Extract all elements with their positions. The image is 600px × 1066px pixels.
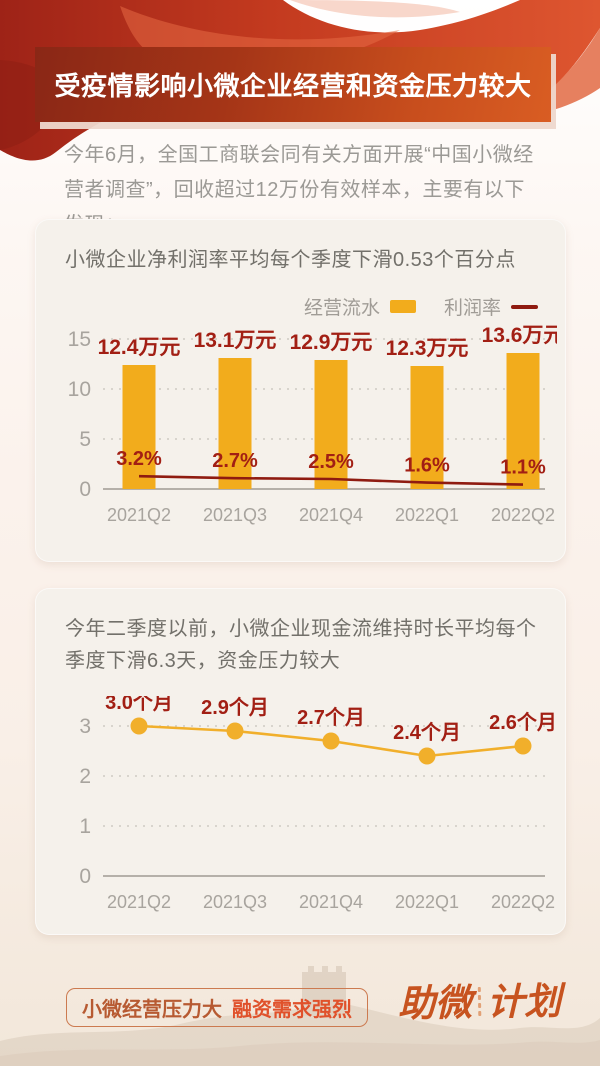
chart-legend: 经营流水 利润率 [304,293,538,320]
y-tick-label: 3 [79,715,91,738]
footer-slogan-left: 小微经营压力大 [82,999,222,1021]
legend-revenue-label: 经营流水 [303,298,380,319]
legend-item-revenue: 经营流水 [304,293,416,320]
x-tick-label: 2021Q4 [299,892,363,912]
y-tick-label: 0 [79,478,91,501]
point-value-label: 3.0个月 [105,696,173,714]
x-tick-label: 2021Q2 [107,892,171,912]
cashflow-point [322,732,340,750]
y-tick-label: 10 [68,378,91,401]
x-tick-label: 2022Q2 [491,892,555,912]
cashflow-point [130,717,148,735]
y-tick-label: 15 [68,328,91,351]
x-tick-label: 2022Q1 [395,505,459,525]
point-value-label: 2.7个月 [297,706,365,729]
footer-slogan-right: 融资需求强烈 [232,999,352,1021]
revenue-bar [506,353,540,489]
bar-value-label: 12.3万元 [386,337,469,360]
line-value-label: 2.5% [308,451,354,473]
zhuwei-plan-logo: 助微 计划 [398,971,562,1028]
x-tick-label: 2022Q1 [395,892,459,912]
legend-profit-label: 利润率 [443,298,501,319]
logo-text-1: 助微 [397,980,473,1026]
revenue-bar [122,365,156,489]
revenue-swatch-icon [389,300,416,313]
profit-line-swatch-icon [511,304,538,309]
point-value-label: 2.9个月 [201,696,269,719]
profit-chart-card: 小微企业净利润率平均每个季度下滑0.53个百分点 经营流水 利润率 15 10 5 0… [35,219,566,562]
banner-title: 受疫情影响小微企业经营和资金压力较大 [35,47,551,122]
y-tick-label: 0 [79,865,91,888]
cashflow-chart-card: 今年二季度以前，小微企业现金流维持时长平均每个季度下滑6.3天，资金压力较大 3… [35,588,566,935]
cashflow-chart-title: 今年二季度以前，小微企业现金流维持时长平均每个季度下滑6.3天，资金压力较大 [65,618,537,673]
profit-rate-line [138,474,524,486]
logo-seal-marks-icon [477,982,482,1016]
bar-value-label: 12.4万元 [98,336,181,359]
revenue-bar [410,366,444,489]
profit-chart-title: 小微企业净利润率平均每个季度下滑0.53个百分点 [65,249,516,271]
point-value-label: 2.4个月 [393,721,461,744]
y-tick-label: 1 [79,815,91,838]
banner-title-text: 受疫情影响小微企业经营和资金压力较大 [54,71,532,101]
bar-value-label: 13.6万元 [482,324,557,347]
cashflow-point [226,722,244,740]
logo-text-2: 计划 [486,978,562,1024]
point-value-label: 2.6个月 [489,711,557,734]
bar-value-label: 12.9万元 [290,331,373,354]
cashflow-line-chart: 3 2 1 0 2021Q2 2021Q3 2021Q4 2022Q1 2022Q2 3.0个月 2… [79,696,557,912]
revenue-bar [314,360,348,489]
x-tick-label: 2021Q3 [203,505,267,525]
x-tick-label: 2021Q3 [203,892,267,912]
x-tick-label: 2022Q2 [491,505,555,525]
line-value-label: 1.1% [500,457,546,479]
line-value-label: 2.7% [212,450,258,472]
bar-value-label: 13.1万元 [194,329,277,352]
x-tick-label: 2021Q4 [299,505,363,525]
cashflow-point [418,747,436,765]
footer-slogan-pill: 小微经营压力大 融资需求强烈 [66,988,368,1027]
y-tick-label: 2 [79,765,91,788]
revenue-bar [218,358,252,489]
y-tick-label: 5 [79,428,91,451]
bar-line-chart: 15 10 5 0 2021Q2 2021Q3 2021Q4 2022Q1 2022Q2 12.4… [68,324,557,525]
x-tick-label: 2021Q2 [107,505,171,525]
line-value-label: 1.6% [404,455,450,477]
legend-item-profit: 利润率 [444,293,538,320]
cashflow-point [514,737,532,755]
line-value-label: 3.2% [116,448,162,470]
great-wall-graphic [0,966,600,1066]
